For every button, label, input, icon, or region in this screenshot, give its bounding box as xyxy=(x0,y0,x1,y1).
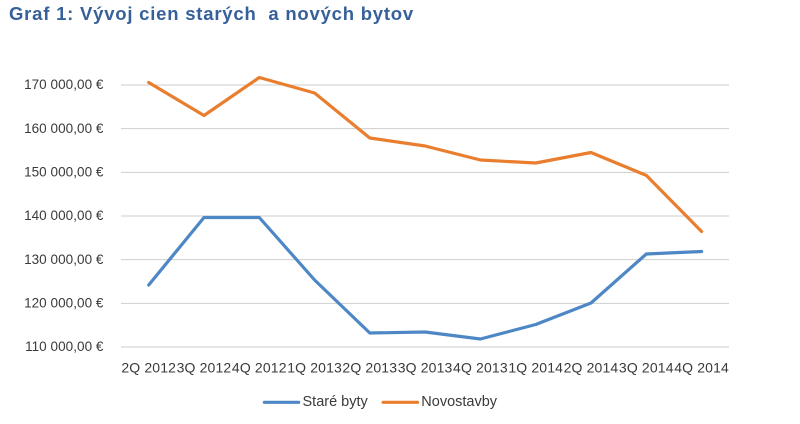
svg-text:2Q 2012: 2Q 2012 xyxy=(121,360,176,376)
svg-text:110 000,00 €: 110 000,00 € xyxy=(25,339,104,354)
svg-text:Staré byty: Staré byty xyxy=(303,394,369,410)
svg-text:2Q 2014: 2Q 2014 xyxy=(564,360,619,376)
svg-text:2Q 2013: 2Q 2013 xyxy=(342,360,397,376)
svg-text:150 000,00 €: 150 000,00 € xyxy=(24,165,104,180)
svg-text:1Q 2014: 1Q 2014 xyxy=(508,360,563,376)
svg-text:170 000,00 €: 170 000,00 € xyxy=(24,77,104,92)
svg-text:160 000,00 €: 160 000,00 € xyxy=(24,121,104,136)
svg-text:3Q 2013: 3Q 2013 xyxy=(398,360,453,376)
svg-text:4Q 2013: 4Q 2013 xyxy=(453,360,508,376)
svg-text:130 000,00 €: 130 000,00 € xyxy=(24,252,104,267)
svg-text:1Q 2013: 1Q 2013 xyxy=(287,360,342,376)
svg-text:3Q 2014: 3Q 2014 xyxy=(619,360,674,376)
svg-text:4Q 2014: 4Q 2014 xyxy=(674,360,729,376)
svg-text:3Q 2012: 3Q 2012 xyxy=(177,360,232,376)
svg-text:Novostavby: Novostavby xyxy=(421,394,498,410)
svg-text:120 000,00 €: 120 000,00 € xyxy=(24,296,104,311)
svg-text:140 000,00 €: 140 000,00 € xyxy=(24,208,104,223)
svg-text:4Q 2012: 4Q 2012 xyxy=(232,360,287,376)
